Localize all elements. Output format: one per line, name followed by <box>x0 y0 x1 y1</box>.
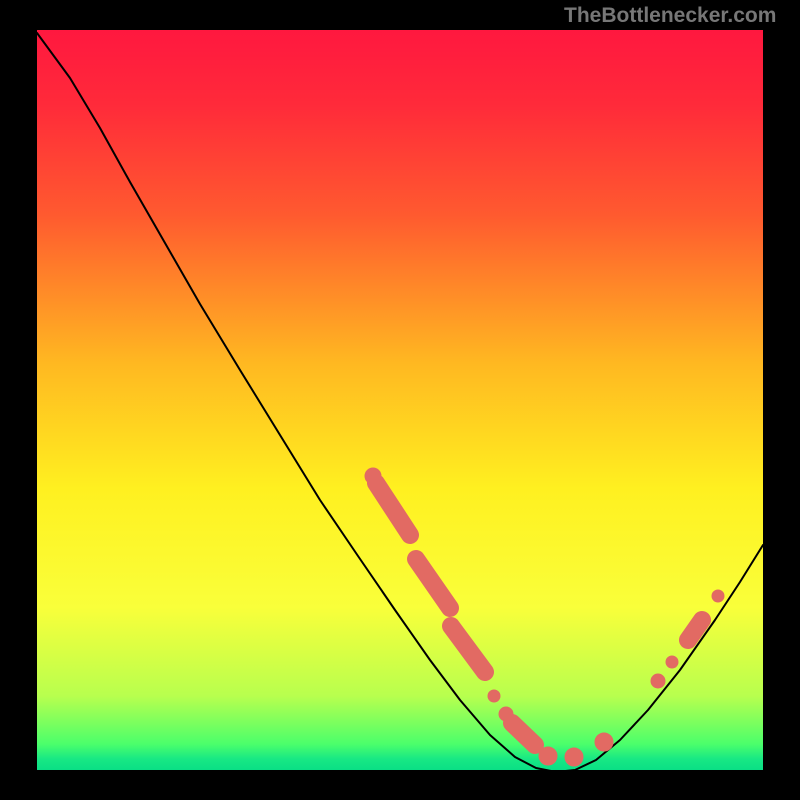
plot-area <box>37 30 763 770</box>
bottleneck-chart <box>0 0 800 800</box>
data-marker <box>488 690 500 702</box>
data-marker <box>539 747 557 765</box>
data-marker-cluster <box>688 620 702 640</box>
data-marker <box>666 656 678 668</box>
data-marker <box>595 733 613 751</box>
data-marker <box>565 748 583 766</box>
data-marker <box>712 590 724 602</box>
watermark-text: TheBottlenecker.com <box>564 4 776 28</box>
data-marker <box>651 674 665 688</box>
